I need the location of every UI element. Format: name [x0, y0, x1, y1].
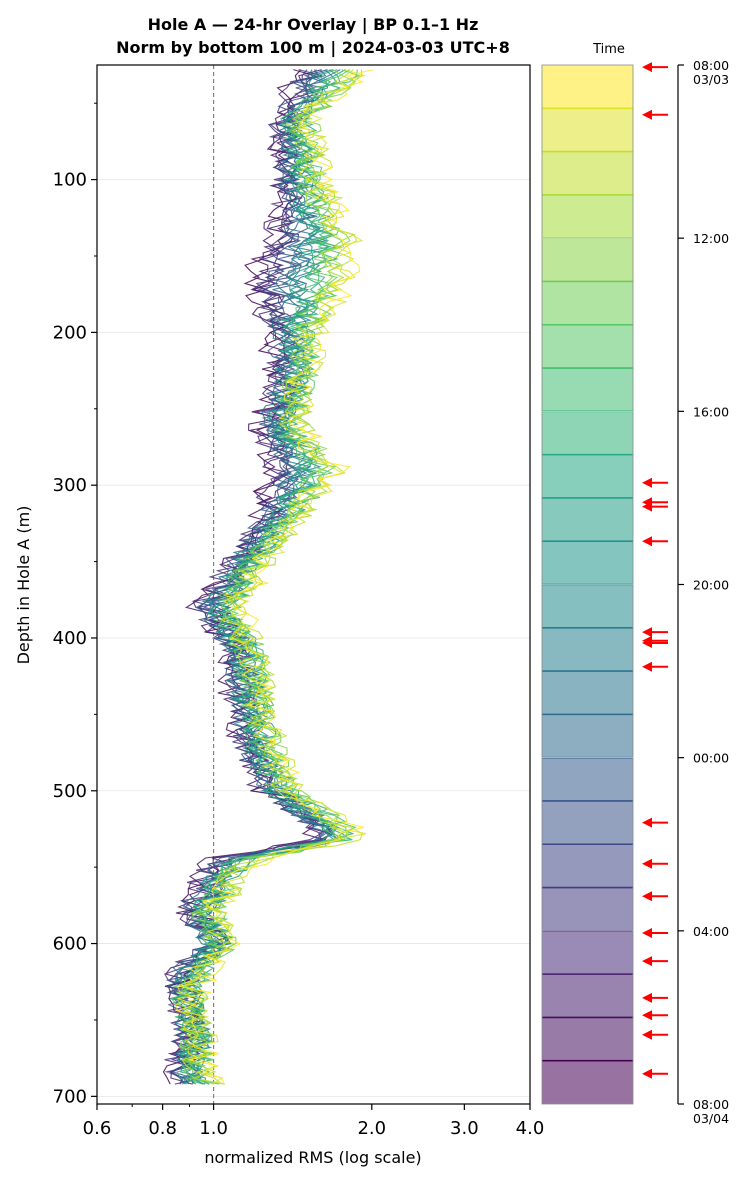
series-group — [162, 69, 374, 1085]
colorbar-tick-label: 00:00 — [693, 751, 729, 766]
colorbar-segment-4 — [542, 194, 633, 239]
colorbar-segment-18 — [542, 800, 633, 845]
colorbar-segment-12 — [542, 541, 633, 585]
y-tick-label-500: 500 — [53, 781, 87, 802]
colorbar-segment-9 — [542, 411, 633, 455]
colorbar-segment-23 — [542, 1017, 633, 1061]
colorbar-tick-label: 08:00 — [693, 1097, 729, 1112]
colorbar-segment-2 — [542, 108, 633, 152]
colorbar — [541, 64, 634, 1105]
event-arrowhead-14 — [642, 927, 652, 938]
colorbar-segment-22 — [542, 974, 633, 1018]
event-arrowhead-19 — [642, 1068, 652, 1079]
colorbar-segment-7 — [542, 324, 633, 369]
x-axis-label: normalized RMS (log scale) — [204, 1148, 421, 1167]
colorbar-segment-14 — [542, 627, 633, 672]
event-arrowhead-10 — [642, 661, 652, 672]
colorbar-tick-label: 12:00 — [693, 231, 729, 246]
event-arrowhead-16 — [642, 992, 652, 1003]
x-tick-label-2.0: 2.0 — [357, 1118, 386, 1139]
series-line-6 — [176, 69, 361, 1085]
event-arrowhead-1 — [642, 62, 652, 73]
chart-title: Hole A — 24-hr Overlay | BP 0.1–1 Hz Nor… — [116, 15, 510, 58]
plot-frame — [96, 64, 531, 1105]
colorbar-segment-13 — [542, 584, 633, 628]
event-arrowhead-5 — [642, 501, 652, 512]
colorbar-segment-8 — [542, 368, 633, 412]
colorbar-segment-5 — [542, 238, 633, 282]
colorbar-segment-10 — [542, 454, 633, 498]
colorbar-segment-19 — [542, 844, 633, 888]
y-axis: 100 200 300 400 500 600 700 — [53, 102, 97, 1107]
x-tick-label-4.0: 4.0 — [516, 1118, 545, 1139]
colorbar-tick-label: 20:00 — [693, 578, 729, 593]
y-tick-label-600: 600 — [53, 934, 87, 955]
y-tick-label-400: 400 — [53, 628, 87, 649]
y-tick-label-700: 700 — [53, 1086, 87, 1107]
colorbar-arrows — [642, 62, 668, 1079]
y-axis-label: Depth in Hole A (m) — [14, 506, 33, 665]
colorbar-label: Time — [592, 42, 625, 57]
colorbar-segment-20 — [542, 887, 633, 931]
y-tick-label-200: 200 — [53, 322, 87, 343]
colorbar-segment-1 — [542, 65, 633, 109]
chart-title-line2: Norm by bottom 100 m | 2024-03-03 UTC+8 — [116, 38, 510, 58]
series-line-22 — [165, 69, 333, 1085]
event-arrowhead-2 — [642, 109, 652, 120]
x-tick-label-1.0: 1.0 — [199, 1118, 228, 1139]
y-tick-label-300: 300 — [53, 475, 87, 496]
x-axis: 0.6 0.8 1.0 2.0 3.0 4.0 — [83, 1104, 545, 1139]
event-arrowhead-11 — [642, 817, 652, 828]
series-line-18 — [169, 69, 328, 1085]
colorbar-segment-21 — [542, 930, 633, 975]
x-tick-label-0.6: 0.6 — [83, 1118, 112, 1139]
event-arrowhead-7 — [642, 627, 652, 638]
event-arrowhead-15 — [642, 956, 652, 967]
colorbar-tick-label: 08:00 — [693, 58, 729, 73]
event-arrowhead-12 — [642, 858, 652, 869]
colorbar-axis: 08:0003/0312:0016:0020:0000:0004:0008:00… — [677, 58, 729, 1126]
colorbar-segment-17 — [542, 757, 633, 801]
colorbar-tick-sublabel: 03/04 — [693, 1111, 729, 1126]
colorbar-tick-label: 16:00 — [693, 404, 729, 419]
colorbar-segment-6 — [542, 281, 633, 325]
event-arrowhead-9 — [642, 637, 652, 648]
event-arrowhead-18 — [642, 1029, 652, 1040]
y-tick-label-100: 100 — [53, 170, 87, 191]
series-line-3 — [179, 69, 363, 1085]
event-arrowhead-6 — [642, 536, 652, 547]
colorbar-segment-11 — [542, 497, 633, 542]
x-tick-label-0.8: 0.8 — [148, 1118, 177, 1139]
chart-title-line1: Hole A — 24-hr Overlay | BP 0.1–1 Hz — [148, 15, 479, 35]
colorbar-segment-15 — [542, 671, 633, 715]
event-arrowhead-3 — [642, 477, 652, 488]
colorbar-segment-24 — [542, 1060, 633, 1104]
series-line-2 — [174, 69, 367, 1085]
event-arrowhead-13 — [642, 891, 652, 902]
event-arrowhead-17 — [642, 1010, 652, 1021]
x-tick-label-3.0: 3.0 — [450, 1118, 479, 1139]
colorbar-tick-label: 04:00 — [693, 924, 729, 939]
colorbar-segment-3 — [542, 151, 633, 195]
series-line-1 — [175, 69, 374, 1085]
series-line-21 — [164, 69, 323, 1085]
series-line-19 — [169, 69, 336, 1085]
series-line-4 — [180, 69, 363, 1085]
colorbar-segment-16 — [542, 714, 633, 758]
colorbar-tick-sublabel: 03/03 — [693, 72, 729, 87]
